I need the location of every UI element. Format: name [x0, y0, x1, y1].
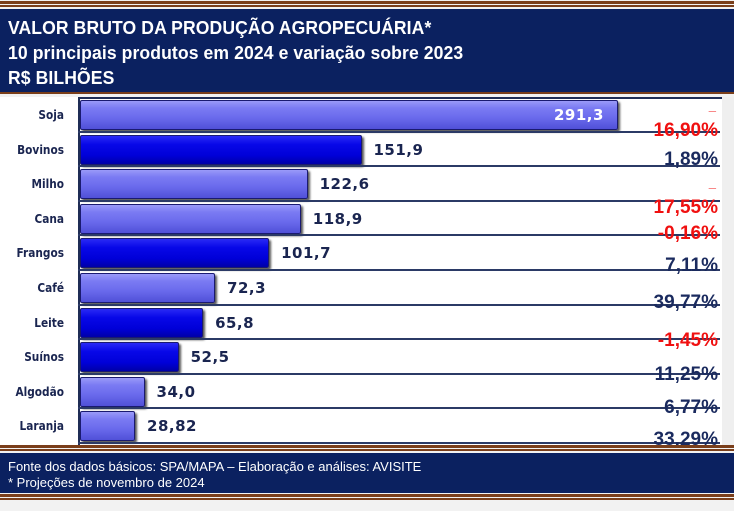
- footer-border-inner: [0, 449, 734, 451]
- value-label: 65,8: [215, 313, 255, 332]
- gridline: [78, 269, 720, 271]
- variation-label: 17,55%: [653, 197, 718, 218]
- category-label: Suínos: [24, 350, 65, 365]
- variation-label: 33,29%: [653, 429, 718, 445]
- gridline: [78, 199, 720, 202]
- bottom-border: [0, 494, 734, 497]
- top-border-inner: [0, 5, 734, 7]
- category-label: Algodão: [15, 384, 65, 399]
- bar: [80, 134, 362, 165]
- variation-label: 39,77%: [653, 292, 718, 313]
- category-label: Milho: [31, 177, 65, 192]
- category-label: Bovinos: [17, 142, 64, 157]
- source-note: Fonte dos dados básicos: SPA/MAPA – Elab…: [8, 459, 422, 474]
- variation-label: 11,25%: [654, 364, 718, 385]
- gridline: [78, 338, 720, 341]
- y-axis: [78, 97, 80, 445]
- category-label: Cana: [34, 211, 64, 226]
- value-label: 28,82: [147, 417, 197, 436]
- plot-top-line: [78, 97, 722, 99]
- variation-label: 1,89%: [664, 149, 718, 170]
- gridline: [78, 407, 720, 410]
- top-border: [0, 1, 734, 4]
- gridline: [78, 130, 720, 133]
- bar: [80, 307, 204, 338]
- gridline: [78, 442, 720, 444]
- value-label: 72,3: [227, 279, 267, 297]
- bar: [80, 342, 179, 373]
- bar: [80, 169, 308, 200]
- category-label: Café: [37, 281, 64, 295]
- minus-sign: _: [708, 98, 716, 113]
- variation-label: -0,16%: [657, 223, 718, 244]
- chart-header: VALOR BRUTO DA PRODUÇÃO AGROPECUÁRIA* 10…: [0, 9, 734, 92]
- gridline: [78, 165, 720, 168]
- value-label: 151,9: [373, 140, 424, 159]
- header-border: [0, 92, 734, 94]
- bar: [80, 238, 270, 269]
- category-label: Leite: [34, 315, 64, 330]
- value-label: 34,0: [156, 382, 196, 401]
- category-label: Soja: [38, 108, 64, 122]
- bar: [80, 376, 145, 407]
- projection-note: * Projeções de novembro de 2024: [8, 475, 205, 490]
- gridline: [78, 303, 720, 306]
- value-label: 101,7: [281, 244, 332, 263]
- chart-footer: Fonte dos dados básicos: SPA/MAPA – Elab…: [0, 453, 734, 493]
- variation-label: -1,45%: [657, 330, 718, 351]
- footer-border: [0, 445, 734, 448]
- value-label: 291,3: [554, 106, 604, 124]
- variation-label: 7,11%: [665, 255, 718, 276]
- bar: [80, 100, 618, 130]
- variation-label: 6,77%: [664, 397, 718, 418]
- value-label: 118,9: [312, 209, 363, 228]
- gridline: [78, 234, 720, 237]
- chart-unit: R$ BILHÕES: [8, 67, 115, 88]
- bar: [80, 273, 216, 303]
- value-label: 122,6: [319, 175, 370, 194]
- bar-chart: Soja 291,3 _ 16,90% Bovinos 151,9 1,89% Milho 12…: [0, 97, 722, 445]
- variation-label: 16,90%: [653, 120, 718, 141]
- chart-title: VALOR BRUTO DA PRODUÇÃO AGROPECUÁRIA*: [8, 17, 432, 38]
- value-label: 52,5: [190, 348, 230, 367]
- bottom-border-inner: [0, 498, 734, 500]
- gridline: [78, 372, 720, 375]
- bar: [80, 411, 136, 442]
- category-label: Laranja: [19, 419, 64, 434]
- chart-subtitle: 10 principais produtos em 2024 e variaçã…: [8, 42, 464, 63]
- category-label: Frangos: [16, 246, 64, 261]
- bar: [80, 203, 301, 234]
- minus-sign: _: [708, 175, 716, 190]
- right-panel: [722, 97, 734, 445]
